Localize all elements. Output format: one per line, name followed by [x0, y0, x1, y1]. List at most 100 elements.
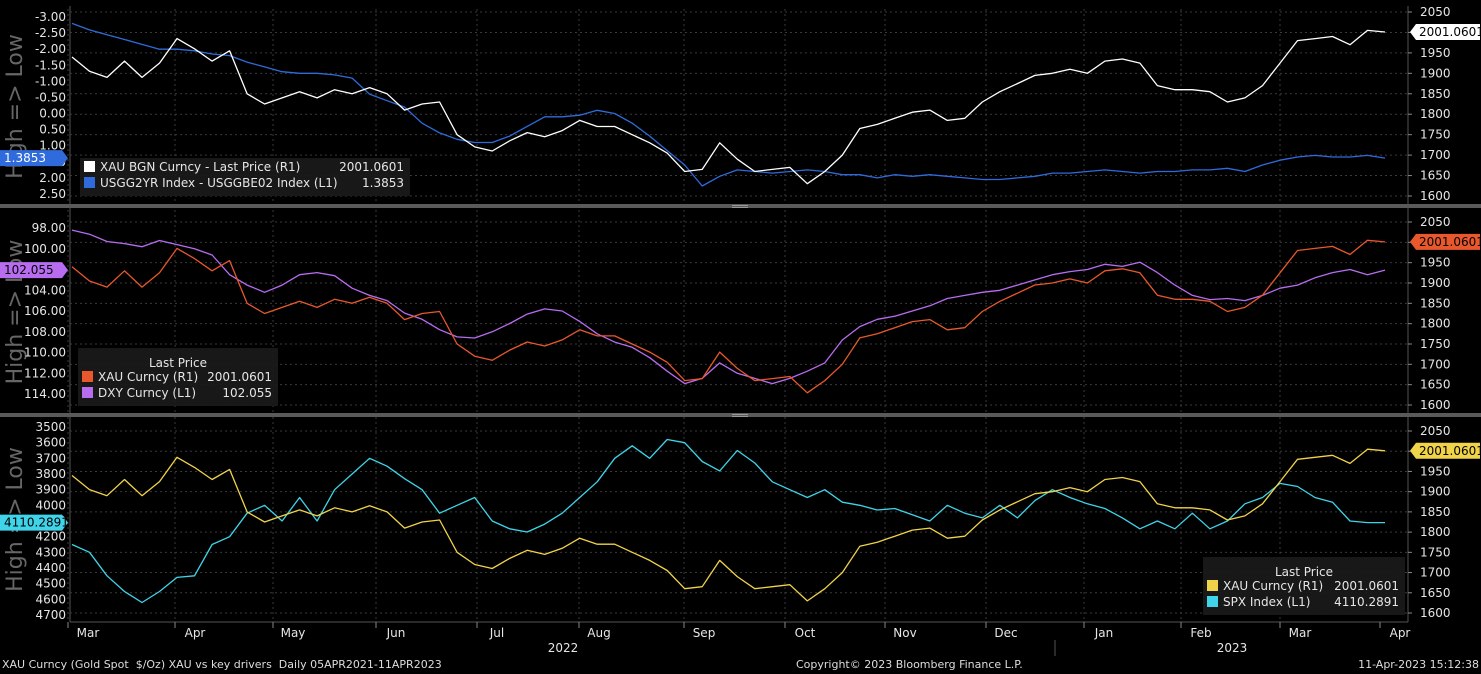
left-tick-label: -1.00	[35, 74, 66, 88]
legend-swatch	[84, 177, 95, 188]
x-tick-label: Aug	[587, 626, 610, 640]
left-tick-label: 108.00	[24, 325, 66, 339]
right-tick-label: 2050	[1420, 5, 1451, 19]
right-tick-label: 1850	[1420, 505, 1451, 519]
separator-handle	[732, 414, 748, 415]
x-tick-label: Mar	[77, 626, 100, 640]
x-tick-label: Apr	[1390, 626, 1411, 640]
right-tick-label: 2050	[1420, 424, 1451, 438]
badge-shape	[0, 262, 68, 279]
series-line	[71, 22, 1386, 187]
left-tick-label: -3.00	[35, 10, 66, 24]
right-tick-label: 1950	[1420, 46, 1451, 60]
series-line	[71, 239, 1386, 394]
left-value-badge: 102.055	[0, 262, 68, 279]
right-tick-label: 1850	[1420, 296, 1451, 310]
legend-label: USGG2YR Index - USGGBE02 Index (L1)	[100, 176, 338, 190]
series-line	[71, 438, 1385, 604]
year-label: 2023	[1217, 641, 1248, 655]
legend-value: 1.3853	[362, 176, 404, 190]
right-tick-label: 1700	[1420, 566, 1451, 580]
badge-text: 2001.0601	[1419, 235, 1481, 249]
left-value-badge: 4110.2891	[0, 514, 69, 531]
right-tick-label: 1900	[1420, 485, 1451, 499]
footer-timestamp: 11-Apr-2023 15:12:38	[1358, 658, 1479, 671]
left-tick-label: 1.00	[39, 139, 66, 153]
left-tick-label: 104.00	[24, 283, 66, 297]
right-value-badge: 2001.0601	[1410, 233, 1481, 250]
footer-description: XAU Curncy (Gold Spot $/Oz) XAU vs key d…	[2, 658, 442, 671]
right-tick-label: 2050	[1420, 215, 1451, 229]
legend-label: XAU Curncy (R1)	[98, 370, 198, 384]
right-tick-label: 1750	[1420, 545, 1451, 559]
left-tick-label: 114.00	[24, 387, 66, 401]
badge-text: 2001.0601	[1419, 25, 1481, 39]
left-tick-label: 4600	[35, 592, 66, 606]
left-tick-label: 3900	[35, 483, 66, 497]
series-line	[71, 448, 1386, 602]
left-tick-label: -1.50	[35, 58, 66, 72]
badge-shape	[1410, 442, 1480, 459]
series-line	[71, 229, 1386, 385]
badge-text: 4110.2891	[4, 516, 69, 530]
footer-copyright: Copyright© 2023 Bloomberg Finance L.P.	[796, 658, 1023, 671]
legend-swatch	[1207, 596, 1218, 607]
badge-shape	[0, 150, 68, 167]
left-tick-label: 0.00	[39, 107, 66, 121]
separator-handle	[732, 205, 748, 206]
legend-swatch	[82, 371, 93, 382]
x-tick-label: Mar	[1289, 626, 1312, 640]
legend-value: 2001.0601	[339, 160, 404, 174]
left-tick-label: 2.50	[39, 187, 66, 201]
x-tick-label: Sep	[693, 626, 716, 640]
x-tick-label: Feb	[1190, 626, 1211, 640]
x-tick-label: Oct	[795, 626, 816, 640]
legend-swatch	[82, 387, 93, 398]
legend-value: 2001.0601	[207, 370, 272, 384]
badge-text: 2001.0601	[1419, 444, 1481, 458]
left-tick-label: -0.50	[35, 90, 66, 104]
x-axis-labels: Mar Apr May Jun Jul Aug Sep Oct Nov Dec Jan Feb Mar A…	[67, 622, 1411, 656]
right-tick-label: 1600	[1420, 606, 1451, 620]
left-tick-label: 0.50	[39, 123, 66, 137]
badge-shape	[1410, 24, 1480, 41]
legend-box	[78, 348, 278, 406]
x-tick-label: Jan	[1094, 626, 1114, 640]
legend-value: 4110.2891	[1334, 595, 1399, 609]
left-tick-label: 4000	[35, 498, 66, 512]
legend-label: DXY Curncy (L1)	[98, 386, 196, 400]
left-tick-label: 3500	[35, 420, 66, 434]
right-tick-label: 1900	[1420, 66, 1451, 80]
left-tick-label: 3800	[35, 467, 66, 481]
left-tick-label: -2.50	[35, 26, 66, 40]
x-tick-label: May	[281, 626, 306, 640]
legend-swatch	[84, 161, 95, 172]
legend-title: Last Price	[1275, 565, 1333, 579]
right-tick-label: 1650	[1420, 378, 1451, 392]
x-tick-label: Dec	[994, 626, 1017, 640]
badge-shape	[0, 514, 68, 531]
year-label: 2022	[548, 641, 579, 655]
legend-title: Last Price	[149, 356, 207, 370]
separator-handle	[732, 416, 748, 417]
right-tick-label: 1650	[1420, 169, 1451, 183]
x-tick-label: Apr	[185, 626, 206, 640]
right-tick-label: 1800	[1420, 525, 1451, 539]
left-tick-label: 112.00	[24, 366, 66, 380]
legend-box	[1203, 557, 1405, 615]
x-tick-label: Jun	[386, 626, 406, 640]
separator-handle	[732, 207, 748, 208]
right-tick-label: 1800	[1420, 107, 1451, 121]
legend-label: SPX Index (L1)	[1223, 595, 1310, 609]
right-tick-label: 1750	[1420, 128, 1451, 142]
left-value-badge: 1.3853	[0, 150, 68, 167]
panel-middle: High => Low98.00100.00102.00104.00106.00…	[0, 215, 1481, 412]
right-tick-label: 1900	[1420, 276, 1451, 290]
right-tick-label: 1600	[1420, 398, 1451, 412]
right-tick-label: 1950	[1420, 256, 1451, 270]
x-tick-label: Jul	[489, 626, 504, 640]
panel-top: High => Low-3.00-2.50-2.00-1.50-1.00-0.5…	[0, 5, 1481, 203]
right-tick-label: 1700	[1420, 357, 1451, 371]
